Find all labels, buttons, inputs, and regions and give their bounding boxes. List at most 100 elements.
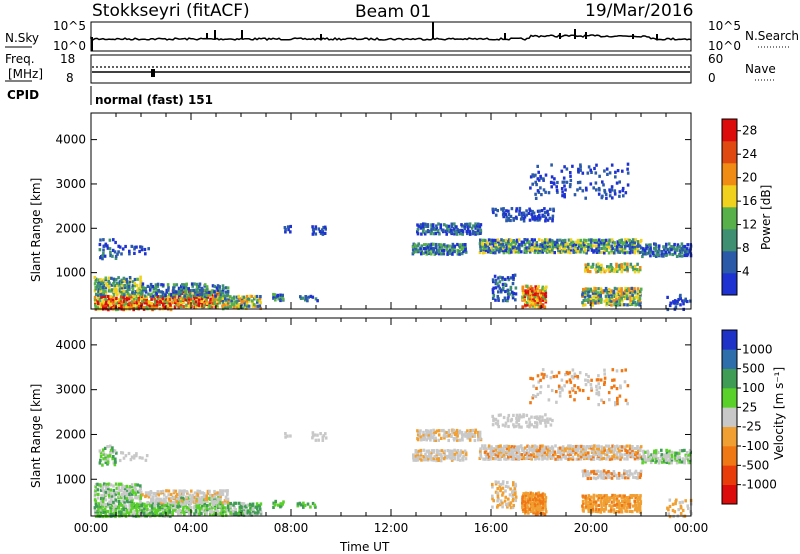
velocity-cell <box>616 476 619 480</box>
power-cell <box>610 163 614 167</box>
velocity-cell <box>617 471 621 476</box>
velocity-cell <box>665 456 668 460</box>
velocity-cell <box>605 452 609 456</box>
velocity-cell <box>124 504 128 508</box>
velocity-cell <box>422 448 426 452</box>
velocity-cell <box>587 457 591 461</box>
velocity-cell <box>419 455 422 459</box>
power-cell <box>316 299 319 303</box>
colorbar-swatch <box>722 426 737 447</box>
power-cell <box>417 248 420 252</box>
velocity-cell <box>117 504 120 508</box>
power-cell <box>613 269 616 273</box>
velocity-cell <box>521 504 524 508</box>
power-cell <box>629 297 632 301</box>
power-cell <box>195 288 198 292</box>
power-cell <box>498 286 502 290</box>
velocity-cell <box>610 450 613 454</box>
power-cell <box>542 294 545 298</box>
power-cell <box>526 284 529 288</box>
power-cell <box>523 246 527 250</box>
power-cell <box>670 245 673 249</box>
velocity-cell <box>634 496 637 500</box>
power-cell <box>595 163 598 167</box>
power-cell <box>464 246 467 250</box>
velocity-cell <box>532 511 535 515</box>
velocity-cell <box>656 456 660 461</box>
velocity-cell <box>479 452 482 456</box>
power-cell <box>479 223 483 227</box>
power-cell <box>531 215 534 219</box>
power-cell <box>502 245 506 249</box>
power-cell <box>179 290 183 294</box>
velocity-cell <box>519 444 523 448</box>
power-cell <box>626 167 629 171</box>
velocity-cell <box>586 470 590 474</box>
velocity-cell <box>617 476 621 480</box>
power-cell <box>494 286 498 290</box>
velocity-cell <box>573 384 576 388</box>
power-cell <box>289 224 292 229</box>
velocity-cell <box>555 390 558 394</box>
power-cell <box>542 292 545 296</box>
velocity-cell <box>101 484 105 488</box>
velocity-cell <box>528 425 531 429</box>
power-cell <box>587 265 590 269</box>
power-cell <box>586 287 590 291</box>
velocity-cell <box>515 453 518 457</box>
velocity-cell <box>156 508 160 513</box>
power-cell <box>520 211 524 215</box>
velocity-cell <box>572 445 575 449</box>
velocity-cell <box>628 498 631 502</box>
power-cell <box>235 301 239 305</box>
power-cell <box>608 194 612 198</box>
power-cell <box>631 265 635 269</box>
power-cell <box>115 301 118 305</box>
velocity-cell <box>316 433 319 437</box>
velocity-cell <box>496 491 499 495</box>
power-cell <box>586 171 590 175</box>
velocity-cell <box>455 428 459 433</box>
power-cell <box>633 265 637 269</box>
velocity-cell <box>518 413 522 417</box>
velocity-cell <box>100 502 103 506</box>
velocity-cell <box>564 373 567 377</box>
velocity-cell <box>610 476 614 480</box>
velocity-cell <box>598 457 602 461</box>
power-cell <box>109 254 112 258</box>
velocity-cell <box>499 446 503 450</box>
power-cell <box>525 213 529 217</box>
velocity-cell <box>611 368 615 372</box>
velocity-cell <box>539 421 542 425</box>
power-cell <box>205 290 208 294</box>
velocity-cell <box>547 384 550 388</box>
power-cell <box>607 251 611 255</box>
velocity-cell <box>543 418 547 422</box>
velocity-cell <box>558 446 562 450</box>
power-cell <box>223 294 227 298</box>
power-cell <box>507 238 511 242</box>
velocity-cell <box>224 510 227 514</box>
velocity-cell <box>607 470 610 474</box>
velocity-cell <box>554 452 557 456</box>
velocity-cell <box>240 513 244 517</box>
velocity-cell <box>238 508 242 512</box>
power-cell <box>312 230 315 234</box>
velocity-cell <box>658 459 661 463</box>
velocity-cell <box>125 508 129 512</box>
power-cell <box>96 305 100 309</box>
power-cell <box>211 296 215 301</box>
power-cell <box>538 250 542 254</box>
power-cell <box>593 166 596 171</box>
power-cell <box>232 295 236 299</box>
power-cell <box>679 293 682 297</box>
power-cell <box>597 192 601 196</box>
power-cell <box>597 242 601 246</box>
velocity-cell <box>302 501 305 505</box>
velocity-cell <box>126 488 129 492</box>
velocity-cell <box>219 511 222 516</box>
power-cell <box>552 207 555 211</box>
velocity-cell <box>132 502 136 506</box>
power-cell <box>120 301 124 305</box>
power-cell <box>453 244 457 248</box>
